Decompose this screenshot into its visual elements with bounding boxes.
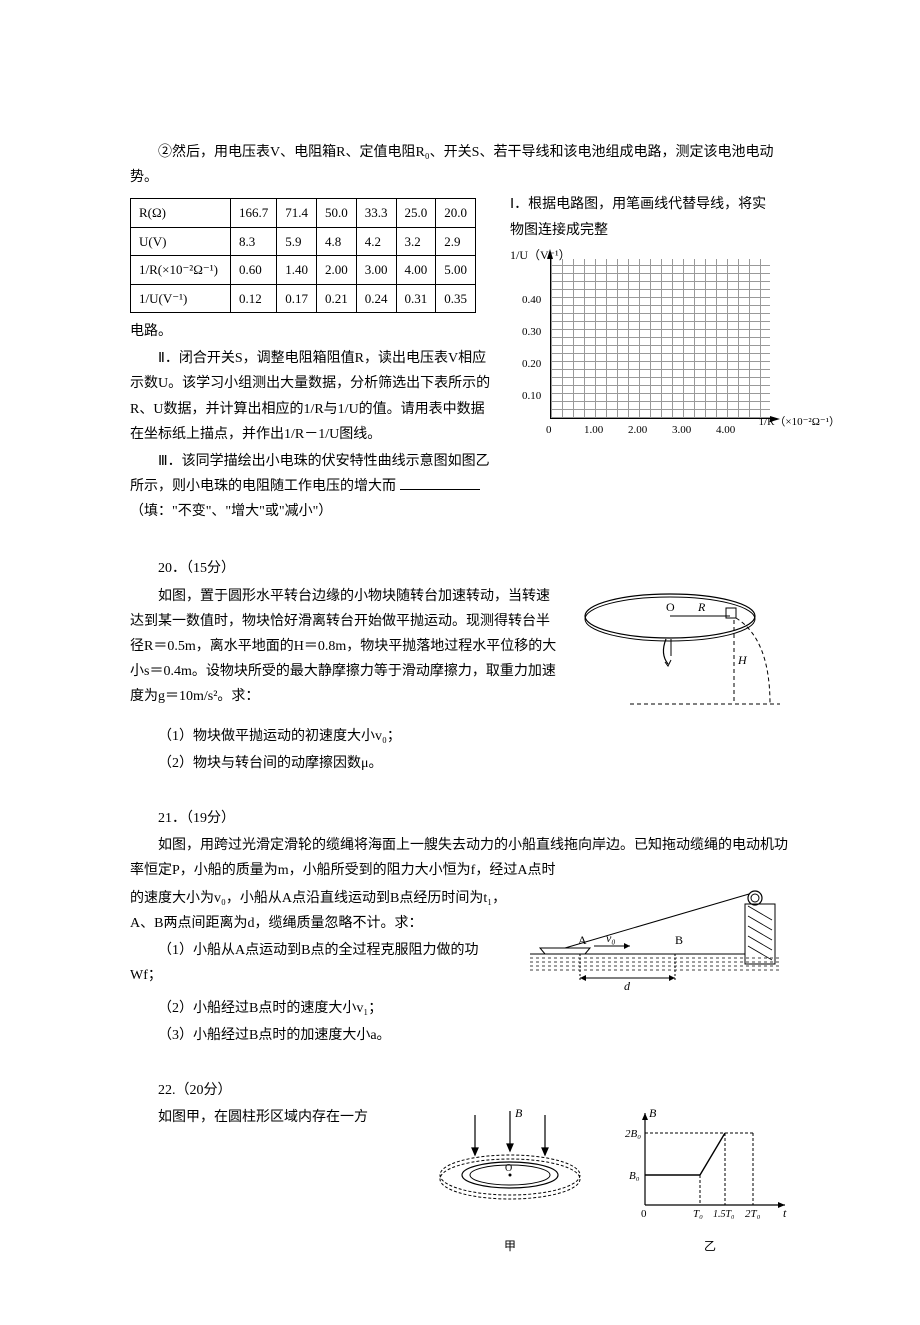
question-19: ②然后，用电压表V、电阻箱R、定值电阻R₀、开关S、若干导线和该电池组成电路，测… [130,140,790,526]
y-tick: 0.10 [522,387,541,407]
q19-data-table: R(Ω)166.771.450.033.325.020.0U(V)8.35.94… [130,198,476,313]
q20-figure: O R H [570,584,790,724]
q22-fig-left-label: 甲 [425,1236,595,1258]
x-tick: 4.00 [716,421,735,441]
cell: 0.31 [396,284,436,312]
cell: 0.21 [317,284,357,312]
cell: 50.0 [317,199,357,227]
q19-two-column: R(Ω)166.771.450.033.325.020.0U(V)8.35.94… [130,192,790,526]
q19-part3-wrap: Ⅲ．该同学描绘出小电珠的伏安特性曲线示意图如图乙所示，则小电珠的电阻随工作电压的… [130,449,494,525]
q19-part2: Ⅱ．闭合开关S，调整电阻箱阻值R，读出电压表V相应示数U。该学习小组测出大量数据… [130,346,494,447]
label-H: H [737,653,748,667]
x-tick: 2.00 [628,421,647,441]
cell: 0.60 [231,256,277,284]
ytick-B0: B₀ [629,1170,640,1182]
q20-body: 如图，置于圆形水平转台边缘的小物块随转台加速转动，当转速达到某一数值时，物块恰好… [130,584,560,710]
cell: 71.4 [277,199,317,227]
cell: 0.35 [436,284,476,312]
cell: 33.3 [356,199,396,227]
label-R: R [697,600,706,614]
q19-right: Ⅰ．根据电路图，用笔画线代替导线，将实物图连接成完整 1/U（V⁻¹） 0.10… [510,192,790,454]
cell: 4.2 [356,227,396,255]
q21-heading: 21．（19分） [130,806,790,831]
q21-figure: A v₀ B d [520,886,790,996]
cell: 166.7 [231,199,277,227]
q22-heading: 22.（20分） [130,1078,790,1103]
q21-sub2: （2）小船经过B点时的速度大小v₁； [130,996,790,1021]
cell: 5.9 [277,227,317,255]
cell: 4.8 [317,227,357,255]
q20-sub1: （1）物块做平抛运动的初速度大小v₀； [130,724,790,749]
cell: 2.00 [317,256,357,284]
cell: 20.0 [436,199,476,227]
question-22: 22.（20分） 如图甲，在圆柱形区域内存在一方 O [130,1078,790,1255]
chart-x-title: 1/R（×10⁻²Ω⁻¹） [759,413,840,433]
label-v0: v₀ [606,931,616,945]
q20-sub2: （2）物块与转台间的动摩擦因数μ。 [130,751,790,776]
chart-x-label-22: t [783,1206,787,1220]
cell: 8.3 [231,227,277,255]
q19-part1: Ⅰ．根据电路图，用笔画线代替导线，将实物图连接成完整 [510,192,770,242]
ytick-2B0: 2B₀ [625,1128,641,1140]
cell: 0.24 [356,284,396,312]
x-tick: 1.00 [584,421,603,441]
q19-chart: 1/U（V⁻¹） 0.100.200.300.40 01.002.003.004… [510,245,790,455]
cell: 4.00 [396,256,436,284]
q22-fig-left: O B 甲 [425,1105,595,1255]
q21-body2: 的速度大小为v₀，小船从A点沿直线运动到B点经历时间为t₁，A、B两点间距离为d… [130,886,510,936]
label-d: d [624,979,631,993]
chart-grid [550,259,770,419]
label-O-22: O [505,1163,512,1174]
cell: 3.00 [356,256,396,284]
y-tick: 0.20 [522,355,541,375]
question-21: 21．（19分） 如图，用跨过光滑定滑轮的缆绳将海面上一艘失去动力的小船直线拖向… [130,806,790,1048]
table-row: 1/U(V⁻¹)0.120.170.210.240.310.35 [131,284,476,312]
xtick-15T0: 1.5T₀ [713,1209,735,1220]
q21-sub3: （3）小船经过B点时的加速度大小a。 [130,1023,790,1048]
cell: 25.0 [396,199,436,227]
table-row: 1/R(×10⁻²Ω⁻¹)0.601.402.003.004.005.00 [131,256,476,284]
label-B-22: B [515,1106,523,1120]
question-20: 20．（15分） 如图，置于圆形水平转台边缘的小物块随转台加速转动，当转速达到某… [130,556,790,776]
cell: 0.17 [277,284,317,312]
xtick-T0: T₀ [693,1208,703,1220]
q20-heading: 20．（15分） [130,556,790,581]
cell: 3.2 [396,227,436,255]
row-label: 1/R(×10⁻²Ω⁻¹) [131,256,231,284]
q19-after-table: 电路。 [130,319,494,344]
chart-arrow-y-icon [547,249,553,259]
chart-y-label-22: B [649,1106,657,1120]
cell: 1.40 [277,256,317,284]
y-tick: 0.40 [522,291,541,311]
cell: 5.00 [436,256,476,284]
table-row: R(Ω)166.771.450.033.325.020.0 [131,199,476,227]
q19-intro: ②然后，用电压表V、电阻箱R、定值电阻R₀、开关S、若干导线和该电池组成电路，测… [130,140,790,190]
cell: 0.12 [231,284,277,312]
q22-fig-right-label: 乙 [625,1236,795,1258]
label-A: A [578,933,587,947]
label-B: B [675,933,683,947]
q22-figures: O B 甲 B t [430,1105,790,1255]
q19-part3b: （填："不变"、"增大"或"减小"） [130,504,332,519]
cell: 2.9 [436,227,476,255]
q19-blank[interactable] [400,476,480,490]
q22-fig-right: B t B₀ 2B₀ 0 T₀ 1.5T₀ 2T₀ 乙 [625,1105,795,1255]
row-label: R(Ω) [131,199,231,227]
label-O: O [666,600,675,614]
row-label: 1/U(V⁻¹) [131,284,231,312]
x-tick: 0 [546,421,552,441]
x-tick: 3.00 [672,421,691,441]
y-tick: 0.30 [522,323,541,343]
xtick-2T0: 2T₀ [745,1208,761,1220]
q19-left: R(Ω)166.771.450.033.325.020.0U(V)8.35.94… [130,192,494,526]
q21-body1: 如图，用跨过光滑定滑轮的缆绳将海面上一艘失去动力的小船直线拖向岸边。已知拖动缆绳… [130,833,790,883]
row-label: U(V) [131,227,231,255]
q21-sub1: （1）小船从A点运动到B点的全过程克服阻力做的功Wf； [130,938,510,988]
table-row: U(V)8.35.94.84.23.22.9 [131,227,476,255]
q22-body: 如图甲，在圆柱形区域内存在一方 [130,1105,420,1130]
xtick-0: 0 [641,1208,647,1220]
